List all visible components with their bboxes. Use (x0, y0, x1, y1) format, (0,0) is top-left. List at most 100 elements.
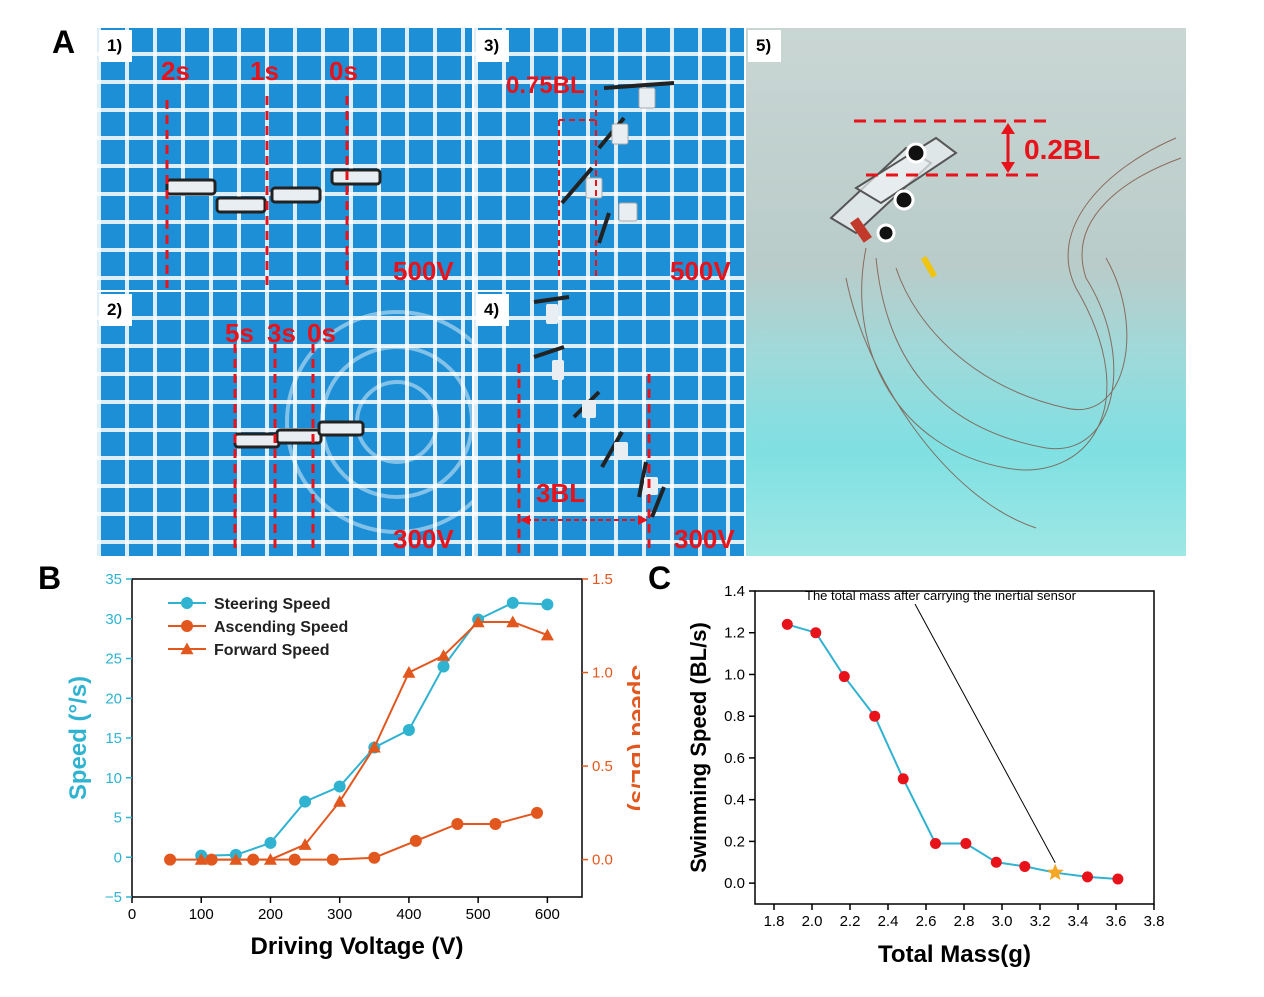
photo-2-label: 2) (99, 294, 133, 326)
x-axis-label: Total Mass(g) (878, 941, 1031, 968)
data-point (810, 627, 822, 639)
robot-sprites (165, 168, 382, 214)
measure-lines (558, 90, 597, 278)
x-tick-label: 2.0 (802, 913, 823, 930)
series-line (787, 623, 1118, 880)
arrow-up-icon (1001, 123, 1015, 134)
data-point (506, 615, 520, 628)
y-tick-label: 1.4 (724, 583, 745, 600)
annotation-leader-line (914, 603, 1056, 863)
y-tick-label: 20 (105, 690, 122, 707)
data-point (298, 838, 312, 850)
robot-sprite-icon (533, 295, 570, 304)
y-tick-label: 15 (105, 730, 122, 747)
arrow-right-icon (638, 515, 648, 525)
data-point (541, 598, 554, 611)
time-label-2s: 2s (161, 56, 190, 86)
tether-wires (845, 137, 1182, 529)
photo-2-overlay (233, 310, 472, 554)
tether-wire (845, 277, 1037, 529)
data-point (164, 853, 177, 866)
data-point (368, 851, 381, 864)
y-axis-label: Speed (°/s) (65, 676, 92, 800)
robot-sprite-icon (317, 420, 365, 437)
tether-wire (875, 157, 1182, 450)
data-point (402, 666, 416, 678)
photo-1-label: 1) (99, 30, 133, 62)
y-tick-label: 0.0 (724, 875, 745, 892)
y-right-tick-label: 0.0 (592, 852, 613, 869)
data-point (288, 853, 301, 866)
voltage-label: 300V (674, 524, 735, 554)
robot-part (850, 217, 872, 243)
photo-1-pool-500v: 1) 2s 1s 0s 500V (97, 28, 472, 290)
robot-sprite-icon (233, 432, 281, 449)
y-tick-label: 0.6 (724, 750, 745, 767)
robot-sprite-icon (560, 166, 594, 205)
legend-label: Forward Speed (214, 642, 330, 659)
robot-bodies (585, 87, 656, 222)
data-point (506, 596, 519, 609)
legend-marker (181, 620, 193, 632)
robot-sprite-icon (215, 196, 267, 214)
sensor-eye-icon (893, 189, 915, 211)
photo-3-label: 3) (476, 30, 510, 62)
data-point (471, 615, 485, 628)
x-tick-label: 1.8 (764, 913, 785, 930)
y-tick-label: 1.2 (724, 625, 745, 642)
robot-body (614, 442, 628, 460)
y-tick-label: 0 (114, 849, 122, 866)
robot-device (829, 136, 958, 279)
x-tick-label: 0 (128, 906, 136, 923)
x-tick-label: 500 (466, 906, 491, 923)
robot-body (546, 304, 558, 324)
tether-wire (861, 137, 1177, 471)
data-point (1112, 873, 1124, 885)
highlight-star-point (1046, 863, 1064, 880)
time-label-5s: 5s (225, 318, 254, 348)
robot-sprite-icon (603, 81, 675, 90)
voltage-label: 500V (393, 256, 454, 286)
robot-part (920, 255, 938, 279)
x-tick-label: 2.8 (954, 913, 975, 930)
robot-bodies (546, 304, 658, 495)
photo-4-label: 4) (476, 294, 510, 326)
data-point (451, 818, 464, 831)
data-point (930, 837, 941, 849)
photo-4-pool-300v: 4) 3BL 300V (474, 292, 744, 556)
voltage-label: 500V (670, 256, 731, 286)
measure-label: 0.2BL (1024, 134, 1101, 165)
photo-5-overlay (829, 119, 1182, 529)
series-line-1 (170, 811, 538, 861)
data-point (1019, 860, 1031, 872)
robot-sprite-icon (165, 178, 217, 196)
x-tick-label: 600 (535, 906, 560, 923)
series-line-0 (201, 601, 548, 857)
data-point (264, 836, 277, 849)
robot-sprite-icon (533, 345, 565, 359)
robot-sprite-icon (275, 428, 323, 445)
legend-marker (181, 597, 193, 609)
data-point (838, 671, 850, 683)
photo-4-overlay (517, 295, 666, 554)
photo-3-overlay (558, 81, 675, 278)
robot-sprite-icon (650, 486, 666, 518)
x-tick-label: 300 (327, 906, 352, 923)
data-point (437, 660, 450, 673)
robot-trajectory (560, 81, 675, 244)
sensor-eye-icon (876, 223, 896, 243)
x-axis-label: Driving Voltage (V) (251, 933, 464, 960)
y-tick-label: 5 (114, 810, 122, 827)
y-tick-label: 0.4 (724, 792, 745, 809)
data-point (1082, 871, 1093, 883)
x-tick-label: 2.4 (878, 913, 899, 930)
robot-body (644, 477, 658, 495)
x-tick-label: 2.2 (840, 913, 861, 930)
time-label-0s: 0s (329, 56, 358, 86)
robot-body (585, 177, 603, 199)
robot-body (638, 87, 656, 109)
robot-sprite-icon (330, 168, 382, 186)
data-point (540, 628, 554, 641)
sensor-eye-icon (905, 142, 927, 164)
x-tick-label: 3.6 (1106, 913, 1127, 930)
